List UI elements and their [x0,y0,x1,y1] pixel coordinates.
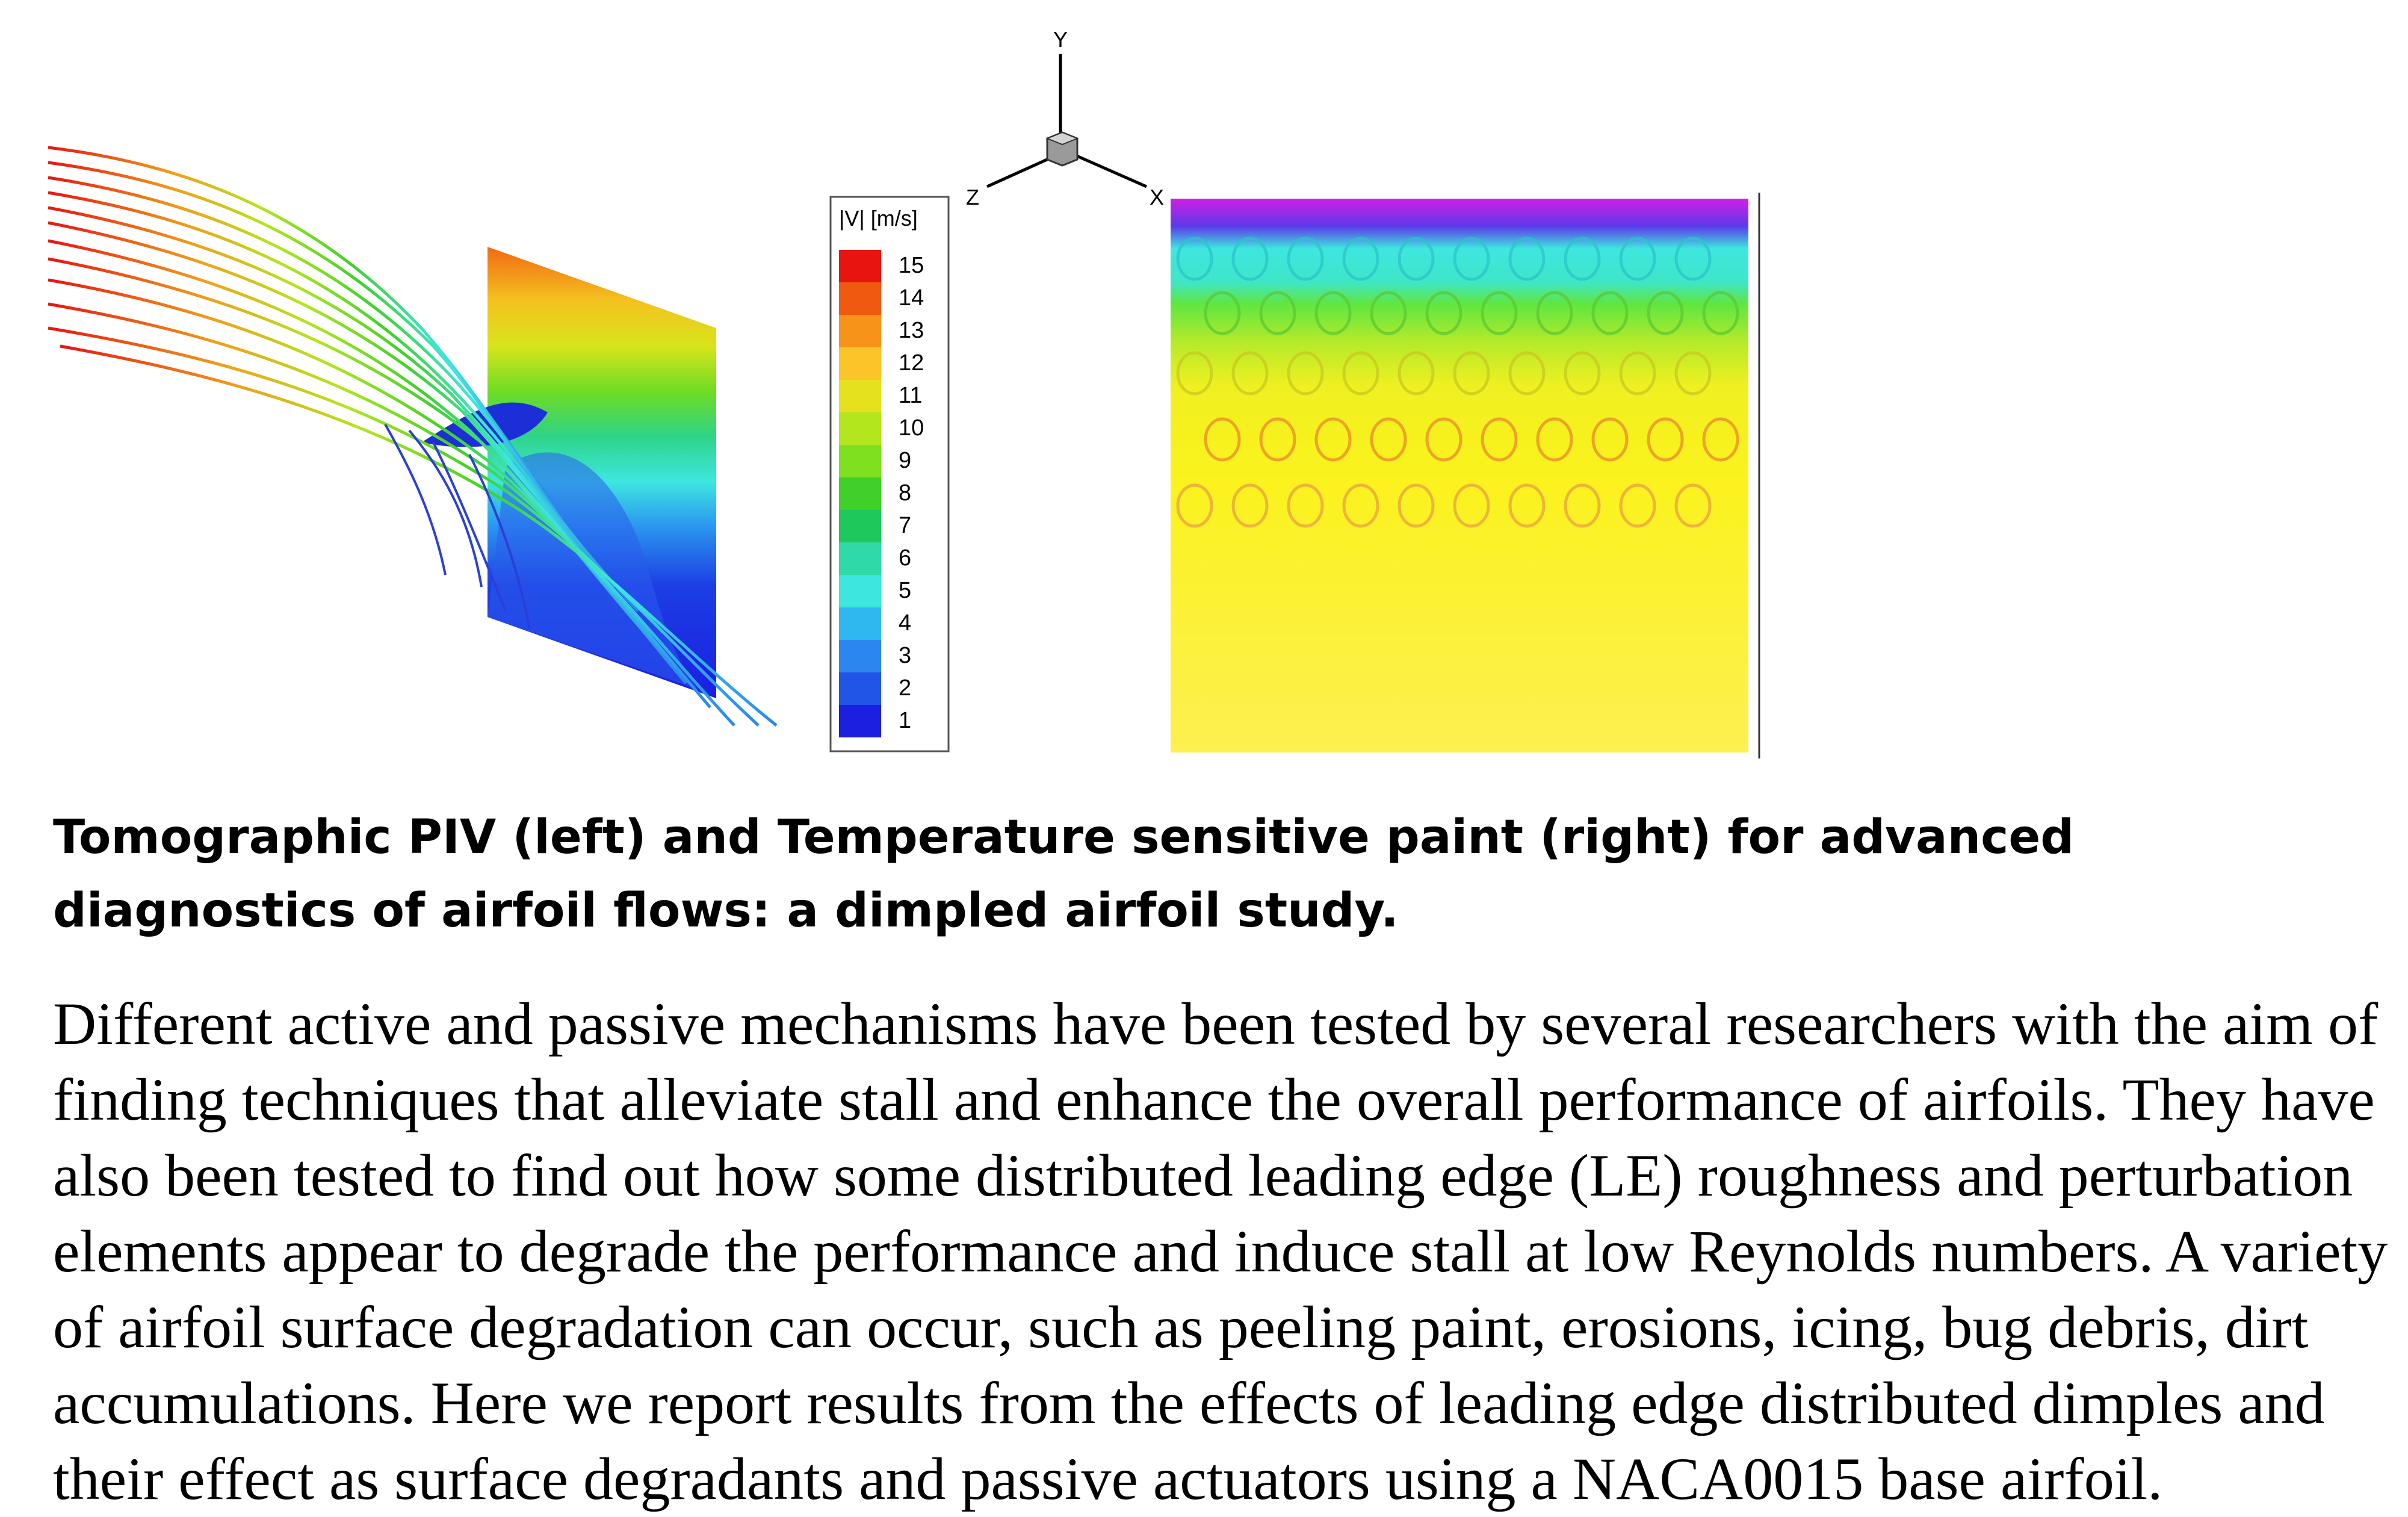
colorbar-ticks: 15 14 13 12 11 10 9 8 7 6 5 4 3 2 1 [899,253,924,733]
dimple [1204,417,1241,462]
colorbar-tick-label: 12 [899,350,924,376]
colorbar-tick-label: 13 [899,318,924,343]
colorbar-tick-label: 1 [899,708,911,733]
tomographic-piv-figure [48,146,778,727]
body-paragraph: Different active and passive mechanisms … [53,990,2388,1512]
dimple [1647,417,1684,462]
dimple [1342,237,1379,281]
colorbar-tick-label: 5 [899,578,911,603]
dimple [1647,291,1684,335]
dimple-pattern [1176,237,1739,528]
colorbar-tick-label: 11 [899,383,922,408]
colorbar-tick-label: 4 [899,610,911,636]
dimple [1342,351,1379,396]
dimple [1564,351,1601,396]
dimple [1342,483,1379,528]
dimple [1425,417,1462,462]
streamlines [48,146,778,727]
colorbar-tick-label: 15 [899,253,924,278]
dimple [1287,483,1324,528]
dimple [1508,237,1546,281]
colorbar-swatch [839,412,881,445]
dimple [1370,291,1407,335]
colorbar-tick-label: 8 [899,480,911,506]
dimple [1370,417,1407,462]
colorbar-title: |V| [m/s] [839,206,918,231]
dimple [1564,483,1601,528]
colorbar-swatch [839,705,881,737]
contour-plane [421,247,716,698]
dimple [1591,291,1629,335]
colorbar-tick-label: 3 [899,643,911,668]
velocity-colorbar: |V| [m/s] 15 14 13 12 11 10 9 8 7 6 5 4 3 2 1 [829,196,950,752]
streamlines-lower [384,424,531,630]
colorbar-swatches [839,250,881,737]
colorbar-swatch [839,315,881,347]
dimple [1287,237,1324,281]
dimple [1453,351,1490,396]
dimple [1702,417,1739,462]
axis-label-y: Y [1053,27,1068,52]
dimple [1231,351,1269,396]
colorbar-tick-label: 6 [899,545,911,571]
dimple [1176,483,1213,528]
colorbar-tick-label: 14 [899,285,924,311]
dimple [1314,417,1352,462]
colorbar-swatch [839,510,881,542]
dimple [1204,291,1241,335]
colorbar-tick-label: 7 [899,513,911,538]
axis-label-x: X [1150,185,1164,209]
colorbar-tick-label: 2 [899,675,911,701]
dimple [1508,483,1546,528]
dimple [1619,237,1656,281]
colorbar-tick-label: 10 [899,415,924,441]
dimple [1674,483,1712,528]
dimple [1564,237,1601,281]
dimple [1231,237,1269,281]
colorbar-swatch [839,250,881,282]
colorbar-swatch [839,445,881,477]
colorbar-tick-label: 9 [899,448,911,473]
dimple [1453,483,1490,528]
dimple [1619,483,1656,528]
dimple [1453,237,1490,281]
dimple [1259,417,1296,462]
colorbar-swatch [839,575,881,607]
dimple [1231,483,1269,528]
dimple [1481,417,1518,462]
colorbar-swatch [839,282,881,315]
dimple [1536,291,1573,335]
dimple [1176,351,1213,396]
axis-label-z: Z [966,185,979,209]
dimple [1259,291,1296,335]
colorbar-swatch [839,672,881,705]
dimple [1397,483,1435,528]
dimple [1508,351,1546,396]
dimple [1176,237,1213,281]
axis-triad: Y Z X [966,27,1164,209]
dimple [1481,291,1518,335]
dimple [1674,351,1712,396]
colorbar-swatch [839,640,881,672]
colorbar-swatch [839,477,881,510]
dimple [1287,351,1324,396]
dimple [1314,291,1352,335]
dimple [1536,417,1573,462]
dimple [1702,291,1739,335]
temperature-sensitive-paint-map [1171,193,1760,758]
colorbar-swatch [839,542,881,575]
dimple [1425,291,1462,335]
colorbar-swatch [839,607,881,640]
dimple [1397,351,1435,396]
dimple [1674,237,1712,281]
dimple [1591,417,1629,462]
figure-caption: Tomographic PIV (left) and Temperature s… [53,810,2075,938]
dimple [1619,351,1656,396]
colorbar-swatch [839,347,881,380]
dimple [1397,237,1435,281]
colorbar-swatch [839,380,881,412]
